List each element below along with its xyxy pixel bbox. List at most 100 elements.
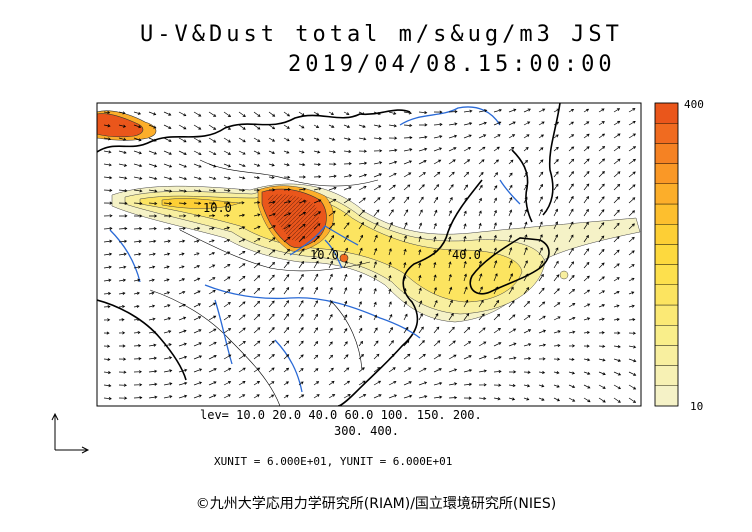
wind-arrow bbox=[553, 274, 560, 282]
wind-arrow bbox=[178, 355, 188, 360]
wind-arrow bbox=[163, 150, 172, 155]
wind-arrow bbox=[178, 342, 187, 347]
wind-arrow bbox=[313, 150, 321, 154]
wind-arrow bbox=[313, 300, 318, 308]
wind-arrow bbox=[313, 187, 322, 191]
wind-arrow bbox=[613, 120, 621, 126]
wind-arrow bbox=[238, 111, 246, 117]
wind-arrow bbox=[163, 330, 172, 334]
wind-arrow bbox=[433, 261, 437, 269]
wind-arrow bbox=[133, 176, 143, 180]
wind-arrow bbox=[223, 201, 231, 205]
wind-arrow bbox=[253, 367, 261, 373]
wind-arrow bbox=[118, 124, 127, 128]
wind-arrow bbox=[343, 247, 348, 256]
wind-arrow bbox=[598, 222, 605, 230]
wind-arrow bbox=[133, 201, 143, 206]
wind-arrow bbox=[538, 397, 545, 401]
wind-arrow bbox=[253, 111, 261, 117]
wind-arrow bbox=[133, 370, 142, 374]
wind-arrow bbox=[313, 327, 318, 334]
wind-arrow bbox=[508, 247, 513, 256]
wind-arrow bbox=[613, 249, 620, 256]
wind-arrow bbox=[133, 239, 142, 243]
wind-arrow bbox=[283, 236, 291, 243]
wind-arrow bbox=[493, 234, 497, 243]
wind-arrow bbox=[283, 200, 292, 204]
wind-arrow bbox=[328, 394, 336, 399]
wind-arrow bbox=[478, 313, 485, 321]
contour-label: 40.0 bbox=[452, 248, 481, 262]
wind-arrow bbox=[553, 371, 560, 375]
wind-arrow bbox=[343, 124, 351, 128]
wind-arrow bbox=[283, 274, 290, 282]
wind-arrow bbox=[523, 184, 528, 191]
wind-arrow bbox=[223, 188, 231, 193]
wind-arrow bbox=[583, 317, 591, 321]
wind-arrow bbox=[328, 235, 335, 243]
colorbar-segment bbox=[654, 143, 679, 164]
wind-arrow bbox=[493, 209, 497, 217]
wind-arrow bbox=[268, 200, 276, 204]
wind-arrow bbox=[223, 213, 230, 218]
wind-arrow bbox=[103, 226, 113, 231]
wind-arrow bbox=[583, 146, 590, 152]
wind-arrow bbox=[493, 108, 502, 113]
wind-arrow bbox=[493, 356, 502, 360]
wind-arrow bbox=[133, 357, 142, 361]
wind-arrow bbox=[163, 226, 172, 231]
wind-arrow bbox=[448, 368, 458, 373]
wind-arrow bbox=[478, 171, 484, 178]
wind-arrow bbox=[193, 355, 203, 360]
colorbar-segment bbox=[654, 264, 679, 286]
wind-arrow bbox=[223, 315, 232, 321]
contour-label: 10.0 bbox=[310, 248, 339, 262]
wind-arrow bbox=[433, 395, 443, 399]
wind-arrow bbox=[433, 222, 437, 230]
wind-arrow bbox=[238, 394, 246, 399]
wind-arrow bbox=[328, 314, 333, 321]
wind-arrow bbox=[103, 291, 112, 296]
wind-arrow bbox=[358, 149, 367, 153]
wind-arrow bbox=[253, 381, 261, 386]
wind-arrow bbox=[373, 301, 377, 308]
wind-arrow bbox=[614, 331, 621, 335]
wind-arrow bbox=[448, 236, 452, 243]
wind-arrow bbox=[418, 287, 422, 295]
wind-arrow bbox=[508, 172, 513, 178]
wind-arrow bbox=[268, 111, 276, 117]
wind-arrow bbox=[283, 261, 290, 269]
wind-arrow bbox=[103, 318, 111, 322]
wind-arrow bbox=[373, 111, 381, 116]
wind-arrow bbox=[478, 210, 482, 217]
wind-arrow bbox=[343, 394, 351, 399]
wind-arrow bbox=[598, 146, 606, 152]
wind-arrow bbox=[253, 275, 261, 282]
wind-arrow bbox=[223, 301, 231, 308]
wind-arrow bbox=[148, 382, 158, 386]
wind-arrow bbox=[538, 121, 545, 126]
wind-arrow bbox=[628, 108, 636, 113]
wind-arrow bbox=[448, 261, 452, 269]
wind-arrow bbox=[463, 109, 473, 113]
wind-arrow bbox=[433, 135, 443, 139]
wind-arrow bbox=[343, 300, 348, 308]
wind-arrow bbox=[433, 381, 443, 386]
wind-arrow bbox=[523, 221, 528, 230]
wind-arrow bbox=[478, 299, 484, 308]
wind-arrow bbox=[538, 147, 544, 152]
wind-arrow bbox=[508, 300, 515, 308]
contour-levels-line1: lev= 10.0 20.0 40.0 60.0 100. 150. 200. bbox=[200, 408, 482, 422]
wind-arrow bbox=[163, 395, 173, 399]
wind-arrow bbox=[343, 186, 352, 191]
wind-arrow bbox=[298, 260, 304, 269]
wind-arrow bbox=[283, 354, 290, 360]
wind-arrow bbox=[583, 121, 590, 126]
wind-arrow bbox=[613, 304, 620, 308]
wind-arrow bbox=[613, 263, 620, 269]
wind-arrow bbox=[613, 183, 621, 191]
wind-arrow bbox=[628, 210, 635, 217]
wind-arrow bbox=[193, 368, 203, 373]
wind-arrow bbox=[403, 235, 407, 243]
